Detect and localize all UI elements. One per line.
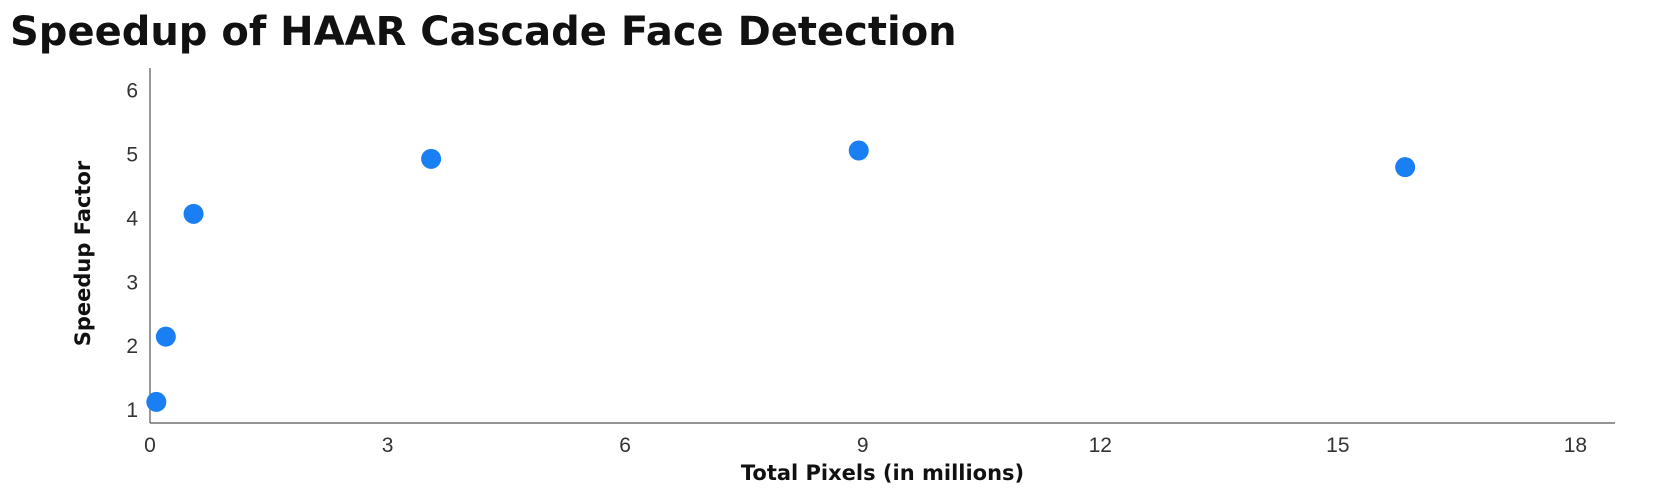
x-tick-label: 18 (1564, 434, 1587, 457)
x-tick-label: 15 (1326, 434, 1349, 457)
y-tick-label: 1 (126, 399, 138, 422)
data-point (421, 148, 442, 169)
x-axis: 0 3 6 9 12 15 18 (144, 422, 1615, 457)
data-point (183, 203, 204, 224)
data-point (155, 326, 176, 347)
chart-title: Speedup of HAAR Cascade Face Detection (10, 9, 957, 55)
data-points (146, 140, 1416, 412)
y-tick-label: 5 (126, 143, 138, 166)
y-tick-label: 2 (126, 335, 138, 358)
x-tick-label: 3 (382, 434, 394, 457)
data-point (1395, 157, 1416, 178)
x-tick-label: 0 (144, 434, 156, 457)
y-tick-label: 4 (126, 207, 138, 230)
x-tick-label: 6 (619, 434, 631, 457)
y-axis: 1 2 3 4 5 6 (126, 68, 151, 423)
x-tick-label: 9 (857, 434, 869, 457)
x-axis-title: Total Pixels (in millions) (741, 461, 1024, 485)
data-point (848, 140, 869, 161)
y-tick-label: 6 (126, 79, 138, 102)
y-tick-label: 3 (126, 271, 138, 294)
y-axis-title: Speedup Factor (71, 160, 95, 346)
x-tick-label: 12 (1089, 434, 1112, 457)
data-point (146, 391, 167, 412)
